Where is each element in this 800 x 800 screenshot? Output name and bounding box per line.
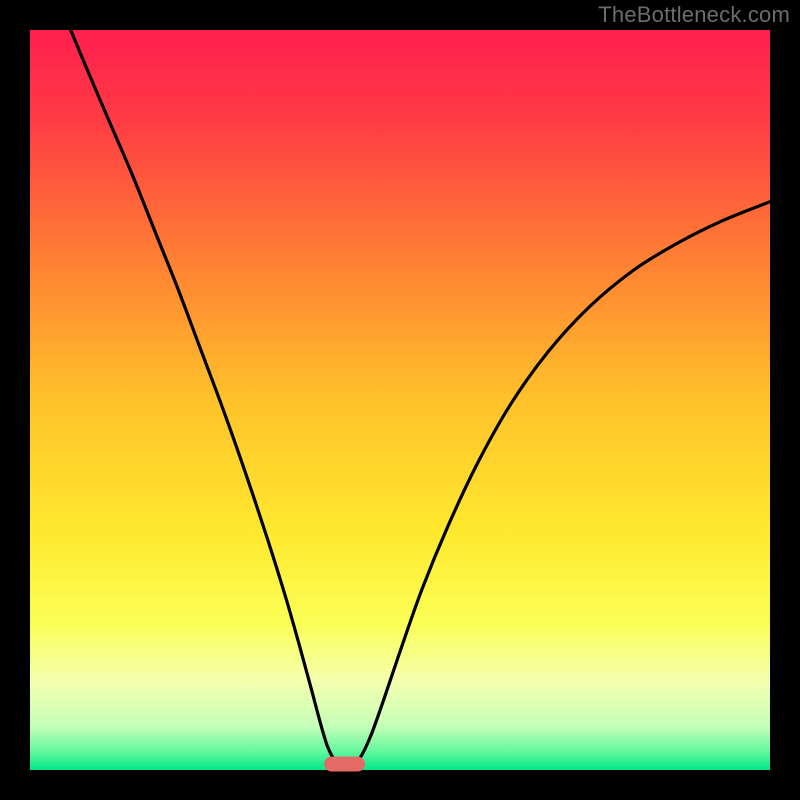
watermark-text: TheBottleneck.com [598, 2, 790, 28]
chart-container: TheBottleneck.com [0, 0, 800, 800]
bottleneck-chart [0, 0, 800, 800]
plot-area [30, 30, 770, 770]
optimal-marker [324, 757, 365, 772]
